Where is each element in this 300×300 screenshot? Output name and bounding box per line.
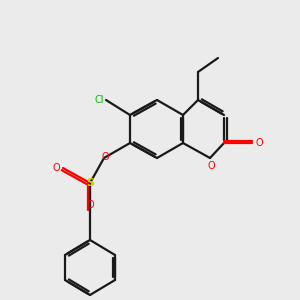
Text: O: O	[101, 152, 109, 162]
Text: Cl: Cl	[94, 95, 104, 105]
Text: O: O	[256, 138, 264, 148]
Text: O: O	[86, 200, 94, 210]
Text: O: O	[52, 163, 60, 173]
Text: O: O	[207, 161, 215, 171]
Text: S: S	[86, 178, 94, 188]
